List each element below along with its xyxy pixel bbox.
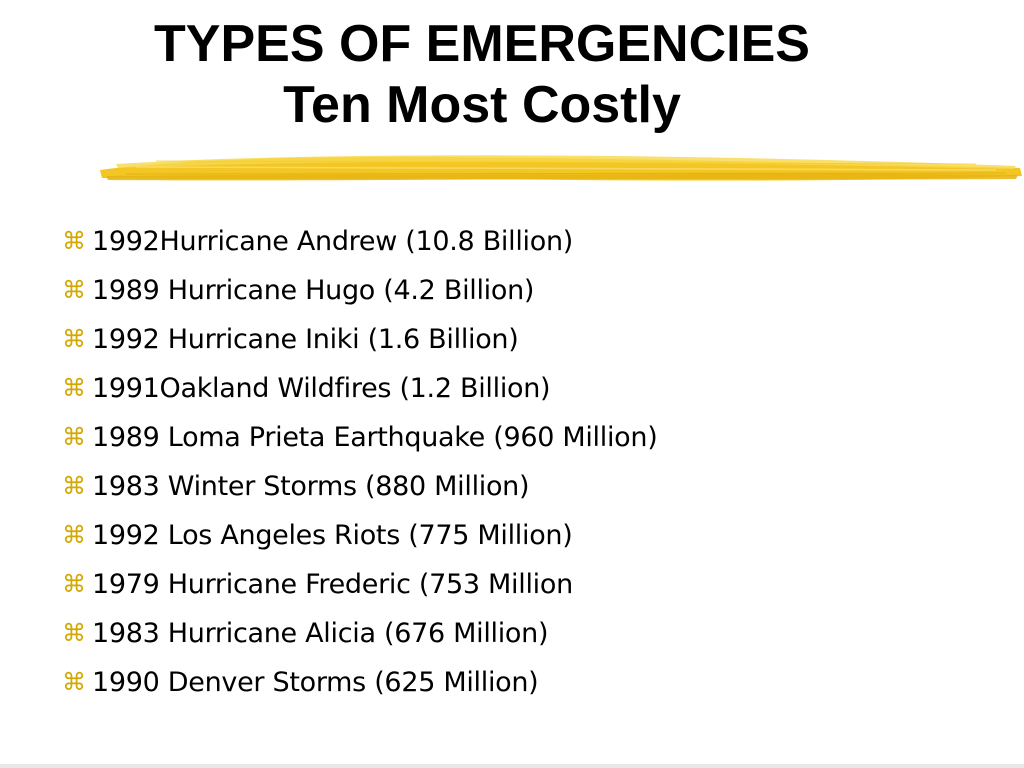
bottom-divider: [0, 764, 1024, 768]
title-line-2: Ten Most Costly: [283, 76, 681, 134]
list-item: ⌘ 1991Oakland Wildfires (1.2 Billion): [62, 364, 657, 413]
title-line-1: TYPES OF EMERGENCIES: [154, 15, 810, 73]
command-key-icon: ⌘: [62, 275, 86, 304]
command-key-icon: ⌘: [62, 324, 86, 353]
item-text: 1992 Hurricane Iniki (1.6 Billion): [92, 324, 519, 355]
list-item: ⌘ 1992 Hurricane Iniki (1.6 Billion): [62, 315, 657, 364]
command-key-icon: ⌘: [62, 667, 86, 696]
command-key-icon: ⌘: [62, 618, 86, 647]
command-key-icon: ⌘: [62, 422, 86, 451]
list-item: ⌘ 1992 Los Angeles Riots (775 Million): [62, 511, 657, 560]
item-text: 1991Oakland Wildfires (1.2 Billion): [92, 373, 551, 404]
item-text: 1979 Hurricane Frederic (753 Million: [92, 569, 573, 600]
item-text: 1989 Hurricane Hugo (4.2 Billion): [92, 275, 535, 306]
item-text: 1983 Hurricane Alicia (676 Million): [92, 618, 549, 649]
command-key-icon: ⌘: [62, 373, 86, 402]
list-item: ⌘ 1983 Hurricane Alicia (676 Million): [62, 609, 657, 658]
yellow-brush-stroke: [100, 155, 1022, 181]
item-text: 1990 Denver Storms (625 Million): [92, 667, 539, 698]
list-item: ⌘ 1989 Loma Prieta Earthquake (960 Millio…: [62, 413, 658, 462]
list-item: ⌘ 1992Hurricane Andrew (10.8 Billion): [62, 217, 657, 266]
item-text: 1989 Loma Prieta Earthquake (960 Million…: [92, 422, 658, 453]
list-item: ⌘ 1990 Denver Storms (625 Million): [62, 658, 657, 707]
emergency-list: ⌘ 1992Hurricane Andrew (10.8 Billion) ⌘ 19…: [62, 217, 658, 707]
item-text: 1992 Los Angeles Riots (775 Million): [92, 520, 573, 551]
command-key-icon: ⌘: [62, 520, 86, 549]
list-item: ⌘ 1983 Winter Storms (880 Million): [62, 462, 657, 511]
item-text: 1983 Winter Storms (880 Million): [92, 471, 530, 502]
command-key-icon: ⌘: [62, 226, 86, 255]
command-key-icon: ⌘: [62, 569, 86, 598]
list-item: ⌘ 1989 Hurricane Hugo (4.2 Billion): [62, 266, 657, 315]
item-text: 1992Hurricane Andrew (10.8 Billion): [92, 226, 573, 257]
command-key-icon: ⌘: [62, 471, 86, 500]
slide-title: TYPES OF EMERGENCIES Ten Most Costly: [0, 14, 964, 136]
list-item: ⌘ 1979 Hurricane Frederic (753 Million: [62, 560, 657, 609]
